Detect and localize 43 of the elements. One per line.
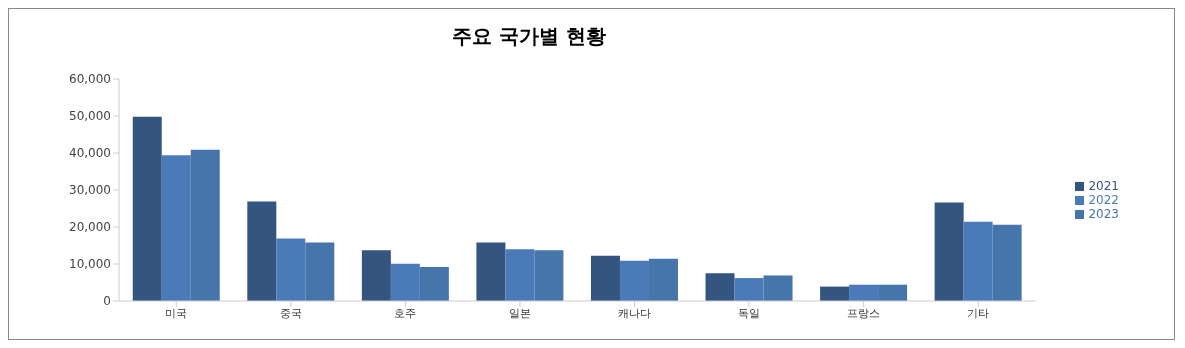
bar [161,155,191,301]
bar [619,260,649,301]
bar [648,258,678,301]
x-tick-label: 호주 [394,306,417,320]
bar [963,221,993,301]
bar [763,275,793,301]
bar [132,116,162,301]
bar [247,201,277,301]
bar [390,263,420,301]
bar [992,224,1022,301]
x-tick-label: 기타 [967,306,990,320]
x-tick-label: 중국 [279,306,302,320]
bar [878,284,908,301]
bar [734,278,764,301]
x-tick-label: 미국 [165,306,188,320]
bar [820,286,850,301]
legend-label: 2023 [1088,207,1119,221]
y-tick-label: 40,000 [69,146,111,161]
bar [534,250,564,301]
chart-title: 주요 국가별 현황 [451,23,607,50]
bar [590,255,620,301]
y-tick-label: 20,000 [69,220,111,235]
bar [276,238,306,301]
x-tick-label: 캐나다 [618,306,651,320]
bar [419,266,449,301]
x-tick-label: 프랑스 [847,306,881,320]
bar [849,284,879,301]
x-tick-label: 일본 [508,306,531,320]
bar [305,242,335,301]
y-tick-label: 10,000 [69,257,111,272]
bar [705,273,735,301]
x-tick-label: 독일 [738,306,761,320]
bar [934,202,964,301]
legend-label: 2022 [1088,193,1119,207]
bar [476,242,506,301]
y-tick-label: 30,000 [69,183,111,198]
legend-label: 2021 [1088,179,1119,193]
bar [361,250,391,301]
y-tick-label: 0 [103,294,111,309]
y-tick-label: 50,000 [69,109,111,124]
y-tick-label: 60,000 [69,72,111,87]
bar [505,249,535,301]
bar [190,149,220,301]
